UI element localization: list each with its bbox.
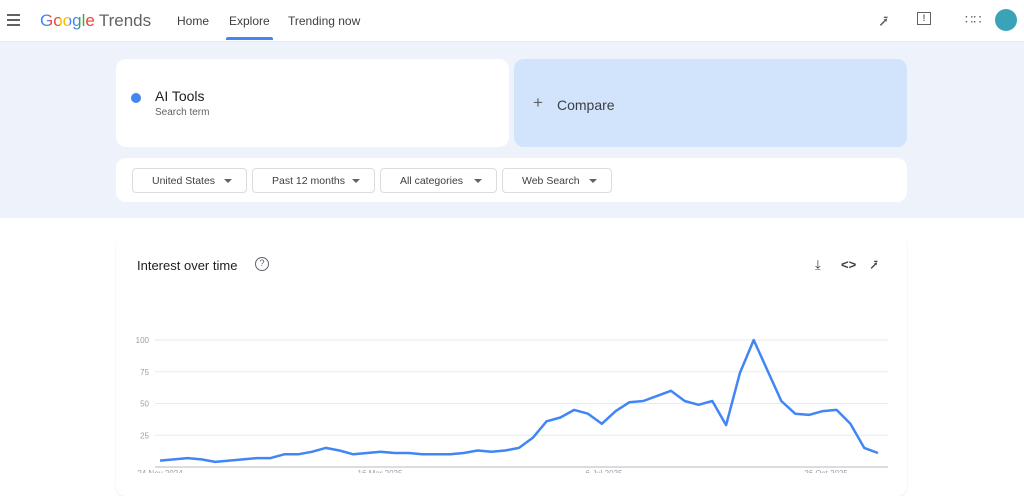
apps-grid-icon[interactable]: ∷∷ — [965, 12, 982, 28]
time-range-value: Past 12 months — [272, 175, 345, 187]
interest-over-time-card: Interest over time ? ⤓ <> ⭷ — [116, 236, 907, 496]
share-icon[interactable]: ⭷ — [879, 12, 888, 37]
nav-home[interactable]: Home — [177, 14, 209, 28]
search-term-card[interactable]: AI Tools Search term — [116, 59, 509, 147]
chevron-down-icon — [589, 179, 597, 183]
search-type-value: Web Search — [522, 175, 580, 187]
chevron-down-icon — [474, 179, 482, 183]
logo-trends: Trends — [99, 11, 151, 30]
search-type-dropdown[interactable]: Web Search — [502, 168, 612, 193]
region-dropdown[interactable]: United States — [132, 168, 247, 193]
logo-google: Google — [40, 11, 95, 30]
avatar[interactable] — [995, 9, 1017, 31]
chevron-down-icon — [352, 179, 360, 183]
download-icon[interactable]: ⤓ — [815, 257, 821, 273]
chevron-down-icon — [224, 179, 232, 183]
chart-title: Interest over time — [137, 258, 237, 273]
search-term[interactable]: AI Tools — [155, 88, 205, 104]
search-term-type: Search term — [155, 107, 209, 118]
region-value: United States — [152, 175, 215, 187]
embed-icon[interactable]: <> — [841, 257, 856, 272]
filters-bar: United States Past 12 months All categor… — [116, 158, 907, 202]
time-range-dropdown[interactable]: Past 12 months — [252, 168, 375, 193]
category-value: All categories — [400, 175, 463, 187]
help-icon[interactable]: ? — [255, 257, 269, 271]
term-color-dot — [131, 93, 141, 103]
category-dropdown[interactable]: All categories — [380, 168, 497, 193]
nav-explore[interactable]: Explore — [229, 14, 270, 28]
menu-icon[interactable] — [7, 14, 20, 29]
share-icon[interactable]: ⭷ — [870, 257, 878, 279]
compare-button[interactable]: + Compare — [514, 59, 907, 147]
compare-label: Compare — [557, 97, 615, 113]
plus-icon: + — [533, 93, 543, 113]
feedback-icon[interactable]: ! — [917, 12, 931, 25]
nav-trending-now[interactable]: Trending now — [288, 14, 360, 28]
